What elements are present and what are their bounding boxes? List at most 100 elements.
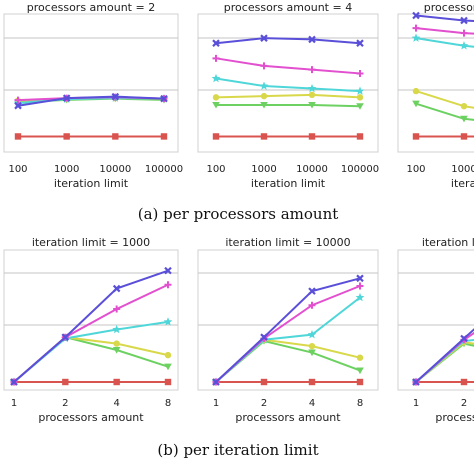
x-axis-label: iteration limit xyxy=(251,177,326,190)
series-line xyxy=(415,341,474,383)
data-point-star xyxy=(307,330,317,339)
data-point-x xyxy=(356,39,364,47)
series-line xyxy=(215,296,361,383)
data-point-circle xyxy=(356,354,364,361)
data-point-x xyxy=(460,334,468,343)
series-6 xyxy=(412,328,474,386)
data-point-star xyxy=(459,41,469,50)
data-point-square xyxy=(460,133,468,140)
series-line xyxy=(215,277,361,383)
data-point-star xyxy=(355,292,365,302)
data-point-x xyxy=(111,92,120,101)
series-6 xyxy=(212,274,364,386)
data-point-square xyxy=(460,378,468,386)
series-2 xyxy=(412,100,474,123)
x-tick-label: 1 xyxy=(213,398,219,409)
data-point-x xyxy=(14,101,22,110)
panel-frame xyxy=(397,249,474,391)
x-tick-label: 1 xyxy=(11,398,17,409)
data-point-triangle-down xyxy=(308,101,316,109)
series-6 xyxy=(212,34,364,47)
x-axis-label: processors amount xyxy=(235,411,341,424)
x-tick-label: 8 xyxy=(165,398,171,409)
data-point-circle xyxy=(113,340,120,347)
data-point-triangle-down xyxy=(356,103,364,110)
panel-3: processors amount = 8100100010000100000i… xyxy=(397,1,474,190)
data-point-square xyxy=(356,378,364,386)
panel-frame xyxy=(3,13,179,153)
panel-title: processors amount = 4 xyxy=(224,1,352,14)
data-point-plus xyxy=(460,29,468,37)
panel-frame xyxy=(3,249,179,391)
series-line xyxy=(13,320,169,383)
series-1 xyxy=(212,378,364,386)
data-point-x xyxy=(260,333,268,341)
panel-5: iteration limit = 10000 1 2 4 8 processors am… xyxy=(197,236,379,424)
data-point-x xyxy=(260,34,268,42)
data-point-plus xyxy=(113,305,121,313)
x-tick-label: 2 xyxy=(461,398,467,409)
x-tick-label: 2 xyxy=(261,398,267,409)
series-line xyxy=(215,93,361,99)
panel-frame xyxy=(397,13,474,153)
x-tick-label: 4 xyxy=(309,398,315,409)
data-point-circle xyxy=(356,94,364,101)
series-line xyxy=(415,342,474,383)
data-point-x xyxy=(160,94,168,103)
series-4 xyxy=(211,292,365,386)
series-4 xyxy=(211,73,365,95)
series-2 xyxy=(10,334,172,386)
data-point-x xyxy=(356,274,364,283)
series-line xyxy=(13,336,169,383)
data-point-square xyxy=(260,378,268,386)
series-line xyxy=(415,328,474,383)
data-point-star xyxy=(112,324,122,334)
series-line xyxy=(415,27,474,35)
x-tick-label: 2 xyxy=(62,398,68,409)
data-point-plus xyxy=(308,301,316,309)
data-point-square xyxy=(260,133,268,140)
series-1 xyxy=(10,378,172,386)
data-point-square xyxy=(412,133,420,140)
x-tick-label: 10000 xyxy=(99,164,131,175)
data-point-plus xyxy=(212,54,220,62)
series-1 xyxy=(212,133,364,140)
panel-title: iteration limit = 100000 xyxy=(422,236,474,249)
data-point-plus xyxy=(412,24,420,32)
series-line xyxy=(415,90,474,109)
data-point-star xyxy=(307,83,317,93)
data-point-square xyxy=(63,133,70,140)
data-point-square xyxy=(308,133,316,140)
panel-title: processors amount = 2 xyxy=(27,1,155,14)
panels-layer: processors amount = 2 100 1000 10000 100000 i… xyxy=(3,1,474,424)
data-point-circle xyxy=(308,342,316,350)
data-point-triangle-down xyxy=(164,363,172,371)
caption-b: (b) per iteration limit xyxy=(157,441,318,459)
data-point-x xyxy=(460,16,468,25)
panel-6: iteration limit = 1000001248processors a… xyxy=(397,236,474,424)
series-5 xyxy=(212,54,364,77)
data-point-square xyxy=(164,378,172,386)
data-point-square xyxy=(62,378,69,386)
series-line xyxy=(215,57,361,75)
x-axis-label: iteration limit xyxy=(54,177,129,190)
data-point-star xyxy=(259,81,269,90)
panel-title: processors amount = 8 xyxy=(424,1,474,14)
series-line xyxy=(215,77,361,93)
panel-frame xyxy=(197,249,379,391)
data-point-circle xyxy=(164,351,172,359)
data-point-x xyxy=(212,39,220,47)
data-point-plus xyxy=(356,282,364,290)
series-2 xyxy=(212,338,364,386)
data-point-circle xyxy=(460,103,468,110)
data-point-square xyxy=(212,133,220,140)
data-point-x xyxy=(412,378,420,386)
data-point-square xyxy=(14,133,22,140)
series-line xyxy=(215,37,361,45)
series-5 xyxy=(212,282,364,386)
x-tick-label: 1000 xyxy=(54,164,79,175)
x-tick-label: 1000 xyxy=(451,164,474,175)
series-1 xyxy=(412,378,474,386)
data-point-plus xyxy=(14,96,22,104)
